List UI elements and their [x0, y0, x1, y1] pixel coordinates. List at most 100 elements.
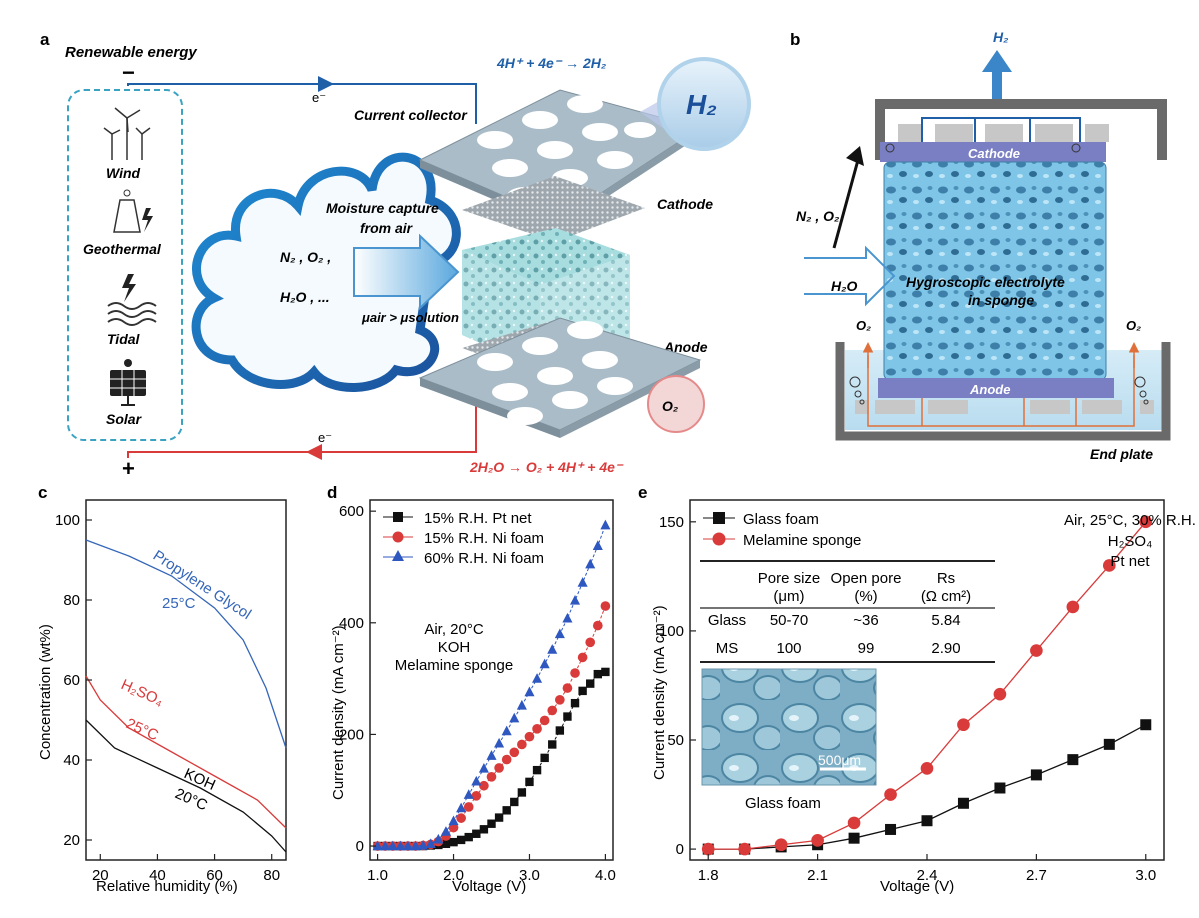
- electron-label-top: e⁻: [312, 90, 326, 105]
- data-point-circle: [494, 763, 504, 773]
- data-point-square: [1103, 738, 1115, 750]
- solar-panel-icon: [110, 359, 146, 406]
- o2-label-left: O₂: [856, 318, 871, 333]
- data-point-square: [555, 726, 565, 735]
- cathode-plate-label: Cathode: [968, 146, 1020, 161]
- data-point-triangle: [569, 595, 581, 605]
- x-tick-label: 3.0: [519, 867, 540, 884]
- panel-letter-a: a: [40, 30, 50, 49]
- x-tick-label: 2.1: [807, 867, 828, 884]
- y-tick-label: 400: [339, 615, 364, 632]
- data-point-square: [848, 832, 860, 844]
- data-point-square: [449, 837, 458, 847]
- plus-terminal: +: [122, 456, 135, 481]
- panel-letter-b: b: [790, 30, 800, 49]
- y-tick-label: 0: [676, 841, 684, 858]
- chart-d-axes: 1.0 2.0 3.0 4.0 0 200 400 600: [339, 503, 616, 884]
- collector-holes-top: [477, 95, 656, 205]
- data-point-circle: [456, 813, 466, 823]
- panel-e: e 1.8 2.1 2.4 2.7 3.0 0 50 100 150 Voltage (V) C…: [638, 483, 1196, 895]
- data-point-triangle: [387, 840, 398, 851]
- data-point-triangle: [501, 725, 512, 736]
- data-point-square: [464, 832, 473, 842]
- data-point-triangle: [395, 840, 406, 851]
- panel-letter-c: c: [38, 483, 47, 502]
- y-tick-label: 200: [339, 726, 364, 743]
- data-point-triangle: [440, 826, 451, 836]
- data-point-circle: [1139, 515, 1153, 529]
- chart-e-plot: [701, 515, 1153, 856]
- data-point-circle: [957, 718, 970, 732]
- table-header-pore-size: Pore size: [758, 570, 821, 587]
- moisture-label-1: Moisture capture: [326, 200, 439, 216]
- x-tick-label: 2.7: [1026, 867, 1047, 884]
- energy-source-box: [67, 89, 183, 441]
- data-point-triangle: [425, 838, 436, 849]
- anode-wire: [127, 404, 477, 458]
- cathode-equation: 4H⁺ + 4e⁻ → 2H₂: [496, 55, 606, 71]
- data-point-triangle: [524, 686, 535, 697]
- data-point-square: [532, 765, 542, 775]
- panel-d: d 1.0 2.0 3.0 4.0 0 200 400 600 Voltage (V) Cur…: [327, 483, 616, 895]
- chart-d-annotation-2: KOH: [438, 639, 471, 656]
- data-point-triangle: [577, 577, 588, 587]
- data-point-triangle: [402, 840, 414, 851]
- sponge-block: [883, 161, 1107, 381]
- source-geothermal: Geothermal: [83, 241, 162, 257]
- h2-outlet-label: H₂: [993, 29, 1008, 45]
- data-point-triangle: [516, 699, 527, 710]
- y-tick-label: 100: [55, 512, 80, 529]
- data-point-circle: [448, 822, 459, 833]
- legend-d-triangle: [392, 550, 404, 561]
- data-point-circle: [1030, 644, 1043, 657]
- bubbles: [849, 376, 1149, 405]
- y-tick-label: 50: [667, 732, 684, 749]
- table-row-glass-open: ~36: [853, 612, 878, 629]
- data-point-circle: [993, 687, 1007, 701]
- data-point-square: [1067, 754, 1079, 766]
- table-row-ms-name: MS: [716, 640, 739, 657]
- data-point-circle: [920, 762, 934, 775]
- minus-terminal: −: [122, 60, 135, 85]
- chart-d-plot: [372, 519, 611, 851]
- x-tick-label: 60: [206, 867, 223, 884]
- data-point-circle: [562, 683, 573, 693]
- data-point-square: [601, 667, 610, 677]
- data-point-triangle: [554, 628, 565, 639]
- data-point-triangle: [372, 840, 383, 851]
- chart-c-axes: 20 40 60 80 20 40 60 80 100: [55, 512, 280, 884]
- source-solar: Solar: [106, 411, 143, 427]
- source-tidal: Tidal: [107, 331, 141, 347]
- data-point-triangle: [380, 840, 391, 851]
- data-point-circle: [1066, 600, 1080, 614]
- data-point-triangle: [562, 612, 573, 623]
- data-point-square: [1030, 769, 1042, 781]
- x-tick-label: 40: [149, 867, 166, 884]
- legend-e-2: Melamine sponge: [743, 532, 861, 549]
- data-point-circle: [570, 668, 580, 678]
- data-point-circle: [539, 715, 550, 726]
- data-point-circle: [884, 788, 897, 801]
- chart-c-plot: [85, 539, 287, 853]
- series-line: [85, 539, 287, 749]
- y-tick-label: 60: [63, 672, 80, 689]
- legend-e-circle: [712, 532, 726, 546]
- micrograph-caption: Glass foam: [745, 795, 821, 812]
- table-header-rs: Rs: [937, 570, 955, 587]
- data-point-triangle: [486, 750, 497, 760]
- collector-holes-bottom: [477, 321, 633, 425]
- x-tick-label: 3.0: [1135, 867, 1156, 884]
- data-point-triangle: [509, 712, 520, 723]
- data-point-square: [487, 819, 496, 828]
- data-point-circle: [486, 772, 497, 782]
- table-row-ms-open: 99: [858, 640, 875, 657]
- chart-d-legend: 15% R.H. Pt net 15% R.H. Ni foam 60% R.H…: [383, 510, 544, 567]
- gases-label-1: N₂ , O₂ ,: [280, 249, 331, 265]
- data-point-square: [578, 686, 587, 696]
- data-point-triangle: [463, 789, 474, 799]
- table-row-ms-pore: 100: [776, 640, 801, 657]
- x-tick-label: 4.0: [595, 867, 616, 884]
- series-line: [377, 605, 606, 847]
- data-point-square: [517, 788, 527, 797]
- data-point-triangle: [471, 775, 482, 786]
